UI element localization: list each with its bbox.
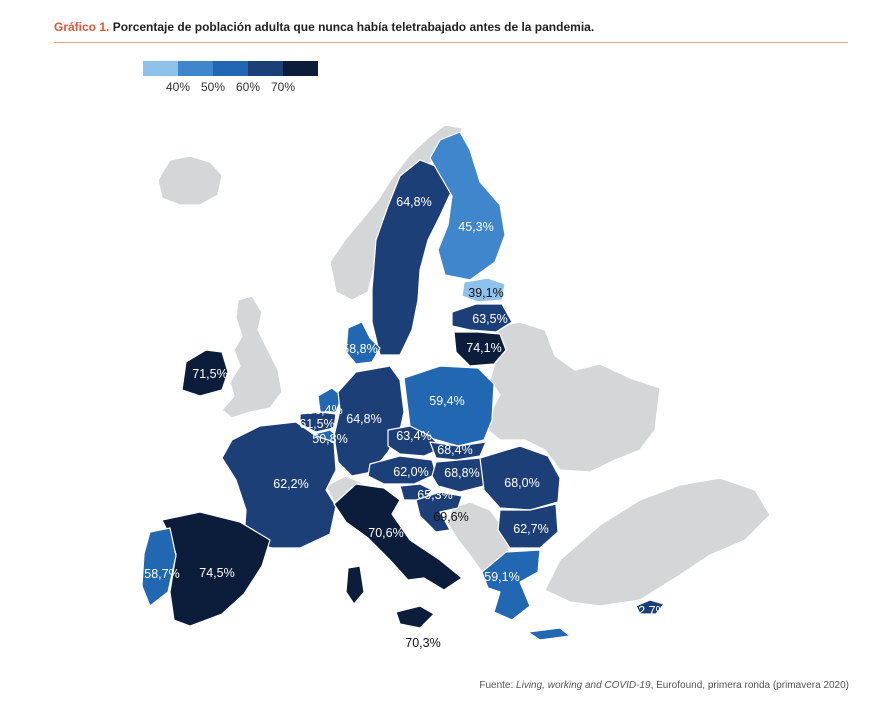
country-uk <box>221 295 283 419</box>
legend-tick-70: 70% <box>270 80 296 94</box>
label-germany: 64,8% <box>346 412 381 426</box>
country-ireland <box>181 349 229 397</box>
value-labels: 64,8% 45,3% 39,1% 63,5% 74,1% 58,8% 71,5… <box>144 195 666 650</box>
legend-tick-60: 60% <box>235 80 261 94</box>
label-poland: 59,4% <box>429 394 464 408</box>
label-france: 62,2% <box>273 477 308 491</box>
country-austria <box>367 455 437 485</box>
legend-tick-50: 50% <box>200 80 226 94</box>
country-sicily <box>395 605 435 629</box>
label-finland: 45,3% <box>458 220 493 234</box>
label-sweden: 64,8% <box>396 195 431 209</box>
country-sardinia <box>345 565 365 605</box>
source-work: Living, working and COVID-19 <box>516 680 651 691</box>
country-slovenia <box>399 483 433 501</box>
country-iceland <box>157 155 223 206</box>
label-netherlands: 56,4% <box>307 403 342 417</box>
country-bulgaria <box>497 503 559 549</box>
country-france <box>221 421 337 549</box>
label-latvia: 63,5% <box>472 312 507 326</box>
country-denmark <box>345 321 381 365</box>
label-lithuania: 74,1% <box>466 341 501 355</box>
label-croatia: 69,6% <box>433 510 468 524</box>
country-slovakia <box>429 441 487 461</box>
country-finland <box>429 131 506 281</box>
legend-swatch-2 <box>178 61 213 76</box>
label-spain: 74,5% <box>199 566 234 580</box>
legend-tick-40: 40% <box>165 80 191 94</box>
country-portugal <box>141 527 177 607</box>
figure-title: Porcentaje de población adulta que nunca… <box>112 20 595 34</box>
country-estonia <box>461 277 506 303</box>
label-romania: 68,0% <box>504 476 539 490</box>
country-lithuania <box>453 331 507 367</box>
label-slovakia: 68,4% <box>437 443 472 457</box>
label-bulgaria: 62,7% <box>513 522 548 536</box>
label-malta: 70,3% <box>405 636 440 650</box>
country-croatia <box>415 491 463 533</box>
label-denmark: 58,8% <box>342 342 377 356</box>
legend-ticks: 40% 50% 60% 70% <box>143 80 318 96</box>
color-legend: 40% 50% 60% 70% <box>143 61 318 96</box>
country-turkey <box>544 477 771 607</box>
country-crete <box>527 627 571 641</box>
country-italy <box>333 483 463 591</box>
label-belgium: 61,5% <box>299 417 334 431</box>
label-greece: 59,1% <box>484 570 519 584</box>
label-austria: 62,0% <box>393 465 428 479</box>
country-latvia <box>451 303 513 333</box>
legend-swatch-4 <box>248 61 283 76</box>
country-romania <box>479 445 561 511</box>
country-sweden <box>371 159 453 356</box>
source-suffix: , Eurofound, primera ronda (primavera 20… <box>650 680 849 691</box>
label-cyprus: 62,7% <box>631 604 666 618</box>
label-estonia: 39,1% <box>468 286 503 300</box>
legend-swatch-1 <box>143 61 178 76</box>
country-east <box>487 321 661 473</box>
country-cyprus <box>635 599 665 615</box>
source-prefix: Fuente: <box>479 680 517 691</box>
figure-header: Gráfico 1. Porcentaje de población adult… <box>54 20 848 43</box>
source-note: Fuente: Living, working and COVID-19, Eu… <box>479 680 849 691</box>
country-greece <box>481 549 541 621</box>
country-germany <box>333 365 405 477</box>
label-luxembourg: 50,8% <box>312 432 347 446</box>
label-czechia: 63,4% <box>396 429 431 443</box>
label-hungary: 68,8% <box>444 466 479 480</box>
country-belgium <box>299 411 337 433</box>
label-slovenia: 65,3% <box>417 488 452 502</box>
label-italy: 70,6% <box>368 526 403 540</box>
label-ireland: 71,5% <box>192 367 227 381</box>
legend-swatch-5 <box>283 61 318 76</box>
figure-label: Gráfico 1. <box>54 20 110 34</box>
label-portugal: 58,7% <box>144 567 179 581</box>
legend-swatches <box>143 61 318 76</box>
legend-swatch-3 <box>213 61 248 76</box>
country-czechia <box>387 425 443 457</box>
